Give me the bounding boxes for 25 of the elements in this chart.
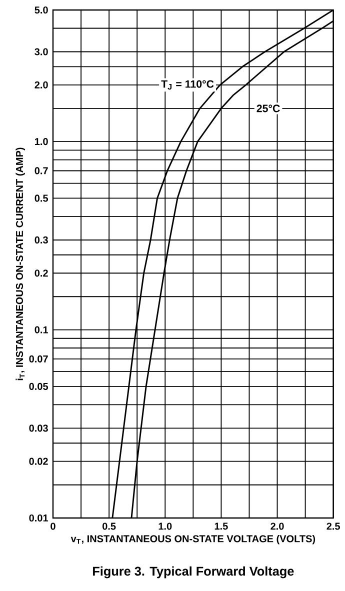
y-tick-label: 0.03	[29, 424, 48, 432]
y-tick-label: 0.1	[34, 326, 48, 334]
text: Figure 3. Typical Forward Voltage	[93, 566, 294, 578]
y-tick-label: 5.0	[34, 6, 48, 14]
x-tick-label: 2.5	[326, 522, 340, 530]
y-tick-label: 0.5	[34, 194, 48, 202]
x-axis-title: v$_{T}$, INSTANTANEOUS ON-STATE VOLTAGE (VOLTS)	[70, 534, 316, 544]
y-tick-label: 0.02	[29, 458, 48, 465]
y-tick-label: 0.3	[34, 236, 48, 244]
y-tick-label: 3.0	[34, 48, 48, 56]
x-tick-label: 0.5	[102, 522, 116, 530]
y-tick-label: 0.07	[29, 355, 48, 362]
y-tick-label: 2.0	[34, 81, 48, 88]
y-tick-label: 1.0	[35, 138, 48, 146]
x-tick-label: 1.0	[158, 522, 172, 530]
x-tick-label: 0	[50, 522, 56, 530]
y-axis-title: i$_{T}$, INSTANTANEOUS ON-STATE CURRENT (AMP)	[16, 148, 25, 380]
y-tick-label: 0.05	[29, 382, 48, 390]
y-tick-label: 0.2	[34, 270, 48, 277]
x-tick-label: 1.5	[214, 522, 228, 530]
annotation: T$_{J}$ = 110°C	[161, 80, 214, 90]
y-tick-label: 0.7	[34, 167, 48, 174]
annotation: 25°C	[256, 104, 280, 112]
x-tick-label: 2.0	[270, 522, 284, 530]
y-tick-label: 0.01	[29, 514, 48, 522]
